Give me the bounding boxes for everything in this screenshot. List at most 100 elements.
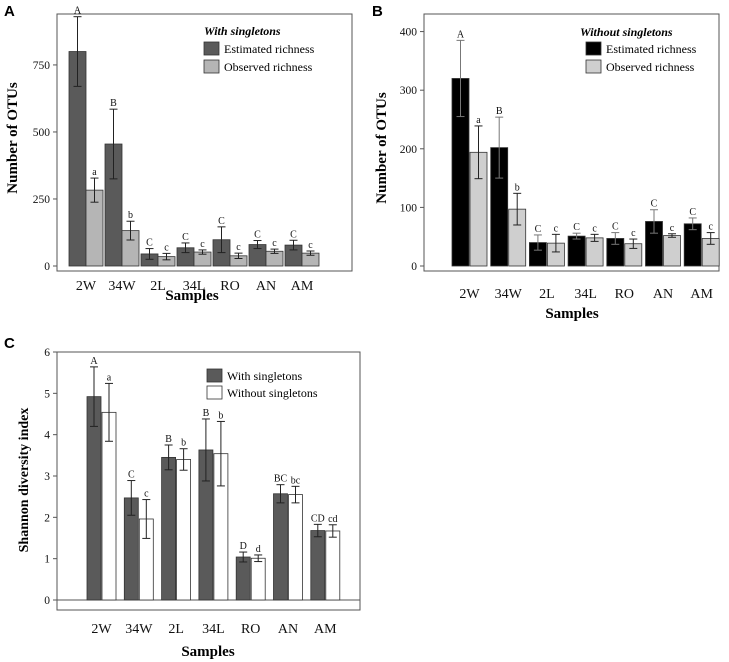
x-tick-label-a-34L: 34L bbox=[183, 279, 206, 294]
y-tick-label-b-4: 400 bbox=[400, 27, 418, 39]
bar-b-34L-0 bbox=[567, 235, 586, 267]
x-tick-label-b-34L: 34L bbox=[574, 287, 597, 302]
x-tick-labels-a: 2W 34W 2L 34L RO AN AM bbox=[76, 279, 314, 294]
significance-letter-b-2W-0: A bbox=[457, 29, 465, 40]
legend-label-c-1: Without singletons bbox=[227, 386, 318, 400]
plot-frame-c bbox=[56, 351, 361, 611]
plot-frame-b bbox=[423, 13, 720, 272]
significance-letter-c-34L-1: b bbox=[218, 410, 223, 421]
legend-title-a: With singletons bbox=[204, 24, 281, 38]
panel-label-c: C bbox=[4, 335, 15, 352]
bar-c-AM-1 bbox=[325, 530, 341, 601]
significance-letter-b-2L-1: c bbox=[554, 223, 559, 234]
significance-letter-a-34L-1: c bbox=[200, 239, 205, 250]
y-tick-label-c-1: 1 bbox=[44, 554, 50, 566]
x-tick-label-a-AM: AM bbox=[291, 279, 314, 294]
x-tick-label-a-AN: AN bbox=[256, 279, 276, 294]
significance-letter-c-RO-1: d bbox=[256, 544, 261, 555]
x-tick-label-a-RO: RO bbox=[220, 279, 239, 294]
y-ticks-a: 0 250 500 750 bbox=[33, 60, 57, 273]
x-tick-label-b-2W: 2W bbox=[459, 287, 480, 302]
x-tick-label-b-RO: RO bbox=[615, 287, 634, 302]
significance-letter-a-2L-0: C bbox=[146, 238, 153, 249]
significance-letter-c-2W-1: a bbox=[107, 372, 112, 383]
x-tick-label-b-AM: AM bbox=[690, 287, 713, 302]
y-tick-label-b-2: 200 bbox=[400, 144, 418, 156]
significance-letter-c-34L-0: B bbox=[203, 408, 210, 419]
significance-letter-a-RO-0: C bbox=[218, 216, 225, 227]
bar-c-RO-1 bbox=[250, 557, 266, 601]
y-axis-title-a: Number of OTUs bbox=[5, 82, 21, 194]
significance-letter-b-34L-1: c bbox=[592, 223, 597, 234]
significance-letter-b-2L-0: C bbox=[535, 224, 542, 235]
legend-label-c-0: With singletons bbox=[227, 369, 303, 383]
x-tick-label-a-2W: 2W bbox=[76, 279, 97, 294]
x-tick-label-c-RO: RO bbox=[241, 622, 260, 637]
x-tick-labels-c: 2W 34W 2L 34L RO AN AM bbox=[91, 622, 337, 637]
significance-letter-a-2L-1: c bbox=[164, 242, 169, 253]
significance-letter-a-AM-1: c bbox=[308, 240, 313, 251]
significance-letter-b-34W-1: b bbox=[515, 182, 520, 193]
legend-swatch-c-0 bbox=[206, 368, 223, 383]
significance-letter-a-2W-0: A bbox=[74, 6, 82, 17]
x-tick-label-b-34W: 34W bbox=[495, 287, 523, 302]
significance-letter-b-34L-0: C bbox=[573, 222, 580, 233]
significance-letter-b-AM-1: c bbox=[708, 222, 713, 233]
x-tick-label-c-2L: 2L bbox=[168, 622, 184, 637]
bar-c-2L-0 bbox=[161, 456, 177, 601]
y-tick-label-c-3: 3 bbox=[44, 471, 50, 483]
significance-letter-a-AN-1: c bbox=[272, 238, 277, 249]
y-tick-label-b-0: 0 bbox=[411, 261, 417, 273]
significance-letter-c-AM-0: CD bbox=[311, 513, 325, 524]
bar-c-AN-0 bbox=[273, 493, 288, 601]
significance-letter-c-RO-0: D bbox=[240, 541, 247, 552]
bar-b-34L-1 bbox=[585, 237, 604, 267]
x-tick-label-c-34W: 34W bbox=[125, 622, 153, 637]
significance-letter-a-AN-0: C bbox=[254, 230, 261, 241]
significance-letter-b-AN-1: c bbox=[670, 223, 675, 234]
legend-label-b-1: Observed richness bbox=[606, 60, 695, 74]
plot-frame-a bbox=[56, 13, 353, 272]
legend-title-b: Without singletons bbox=[580, 25, 673, 39]
significance-letter-b-2W-1: a bbox=[476, 115, 481, 126]
significance-letter-c-34W-1: c bbox=[144, 489, 149, 500]
x-axis-title-b: Samples bbox=[545, 306, 599, 322]
panel-label-a: A bbox=[4, 3, 15, 20]
legend-label-a-0: Estimated richness bbox=[224, 42, 315, 56]
legend-swatch-a-0 bbox=[203, 41, 220, 56]
x-tick-label-b-2L: 2L bbox=[539, 287, 555, 302]
y-tick-label-a-0: 0 bbox=[44, 261, 50, 273]
bar-c-AN-1 bbox=[288, 494, 303, 601]
y-tick-label-b-3: 300 bbox=[400, 85, 418, 97]
legend-swatch-a-1 bbox=[203, 59, 220, 74]
bar-b-AN-1 bbox=[663, 235, 681, 267]
significance-letter-b-AM-0: C bbox=[689, 207, 696, 218]
significance-letter-c-AM-1: cd bbox=[328, 514, 337, 525]
panel-label-b: B bbox=[372, 3, 383, 20]
y-tick-label-c-5: 5 bbox=[44, 388, 50, 400]
x-tick-label-b-AN: AN bbox=[653, 287, 673, 302]
significance-letter-c-2W-0: A bbox=[90, 356, 98, 367]
y-axis-title-b: Number of OTUs bbox=[374, 92, 390, 204]
x-tick-label-a-2L: 2L bbox=[150, 279, 166, 294]
legend-label-b-0: Estimated richness bbox=[606, 42, 697, 56]
x-axis-title-a: Samples bbox=[165, 288, 219, 304]
significance-letter-a-RO-1: c bbox=[236, 242, 241, 253]
bar-c-2L-1 bbox=[176, 459, 192, 601]
significance-letter-c-2L-0: B bbox=[165, 434, 172, 445]
x-tick-labels-b: 2W 34W 2L 34L RO AN AM bbox=[459, 287, 713, 302]
y-tick-label-a-2: 500 bbox=[33, 127, 51, 139]
significance-letter-a-AM-0: C bbox=[290, 229, 297, 240]
y-tick-label-c-0: 0 bbox=[44, 595, 50, 607]
y-tick-label-b-1: 100 bbox=[400, 202, 418, 214]
y-tick-label-c-2: 2 bbox=[44, 512, 50, 524]
legend-swatch-b-0 bbox=[585, 41, 602, 56]
legend-label-a-1: Observed richness bbox=[224, 60, 313, 74]
x-tick-label-c-AM: AM bbox=[314, 622, 337, 637]
x-tick-label-a-34W: 34W bbox=[108, 279, 136, 294]
